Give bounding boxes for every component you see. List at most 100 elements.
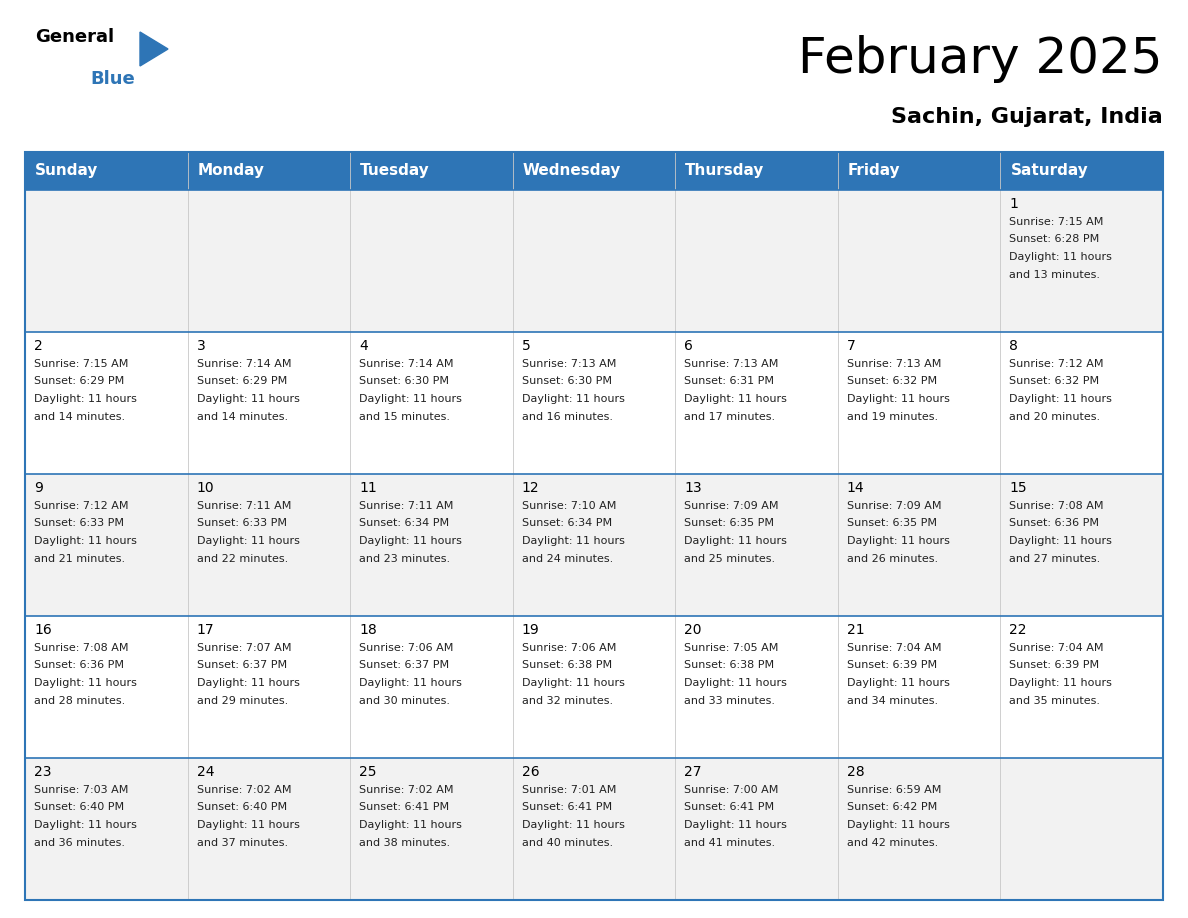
Bar <box>1000 332 1163 474</box>
Text: 10: 10 <box>196 481 214 495</box>
Text: Daylight: 11 hours: Daylight: 11 hours <box>847 536 949 546</box>
Text: and 26 minutes.: and 26 minutes. <box>847 554 939 564</box>
Bar <box>675 474 838 616</box>
Bar <box>513 616 675 758</box>
Text: Sunrise: 7:02 AM: Sunrise: 7:02 AM <box>196 785 291 795</box>
Bar <box>1000 190 1163 332</box>
Text: Tuesday: Tuesday <box>360 163 430 178</box>
Bar <box>188 616 350 758</box>
Text: and 38 minutes.: and 38 minutes. <box>359 837 450 847</box>
Text: and 33 minutes.: and 33 minutes. <box>684 696 776 706</box>
Text: and 17 minutes.: and 17 minutes. <box>684 411 776 421</box>
Text: and 29 minutes.: and 29 minutes. <box>196 696 287 706</box>
Text: 9: 9 <box>34 481 43 495</box>
Text: Sunrise: 7:07 AM: Sunrise: 7:07 AM <box>196 643 291 653</box>
Text: Sunrise: 7:13 AM: Sunrise: 7:13 AM <box>684 359 778 369</box>
Text: Monday: Monday <box>197 163 265 178</box>
Text: and 21 minutes.: and 21 minutes. <box>34 554 125 564</box>
Text: Saturday: Saturday <box>1011 163 1088 178</box>
Text: and 28 minutes.: and 28 minutes. <box>34 696 125 706</box>
Text: 2: 2 <box>34 339 43 353</box>
Text: Sunset: 6:33 PM: Sunset: 6:33 PM <box>34 519 124 529</box>
Text: 3: 3 <box>196 339 206 353</box>
Text: Sunset: 6:38 PM: Sunset: 6:38 PM <box>684 660 775 670</box>
Text: Sunrise: 7:08 AM: Sunrise: 7:08 AM <box>1010 501 1104 511</box>
Text: Daylight: 11 hours: Daylight: 11 hours <box>684 394 788 404</box>
Text: Sunrise: 7:14 AM: Sunrise: 7:14 AM <box>359 359 454 369</box>
Bar <box>25 474 188 616</box>
Text: Daylight: 11 hours: Daylight: 11 hours <box>359 536 462 546</box>
Bar <box>350 332 513 474</box>
Text: 23: 23 <box>34 765 51 779</box>
Text: 8: 8 <box>1010 339 1018 353</box>
Text: Daylight: 11 hours: Daylight: 11 hours <box>34 536 137 546</box>
Bar <box>350 190 513 332</box>
Text: Daylight: 11 hours: Daylight: 11 hours <box>1010 678 1112 688</box>
Text: and 37 minutes.: and 37 minutes. <box>196 837 287 847</box>
Bar <box>25 758 188 900</box>
Text: Daylight: 11 hours: Daylight: 11 hours <box>196 820 299 830</box>
Bar <box>25 152 1163 900</box>
Text: Daylight: 11 hours: Daylight: 11 hours <box>34 678 137 688</box>
Text: 7: 7 <box>847 339 855 353</box>
Text: 4: 4 <box>359 339 368 353</box>
Text: 24: 24 <box>196 765 214 779</box>
Text: Sunset: 6:30 PM: Sunset: 6:30 PM <box>522 376 612 386</box>
Text: Daylight: 11 hours: Daylight: 11 hours <box>847 394 949 404</box>
Text: and 24 minutes.: and 24 minutes. <box>522 554 613 564</box>
Bar <box>350 616 513 758</box>
Text: Daylight: 11 hours: Daylight: 11 hours <box>196 678 299 688</box>
Text: Sunrise: 7:15 AM: Sunrise: 7:15 AM <box>1010 217 1104 227</box>
Polygon shape <box>140 32 168 66</box>
Text: and 16 minutes.: and 16 minutes. <box>522 411 613 421</box>
Text: Sunset: 6:33 PM: Sunset: 6:33 PM <box>196 519 286 529</box>
Bar <box>25 190 188 332</box>
Text: Sunrise: 7:10 AM: Sunrise: 7:10 AM <box>522 501 617 511</box>
Text: Sunset: 6:41 PM: Sunset: 6:41 PM <box>684 802 775 812</box>
Text: February 2025: February 2025 <box>798 35 1163 83</box>
Text: Sunset: 6:37 PM: Sunset: 6:37 PM <box>196 660 286 670</box>
Text: Sunset: 6:41 PM: Sunset: 6:41 PM <box>522 802 612 812</box>
Text: Daylight: 11 hours: Daylight: 11 hours <box>34 394 137 404</box>
Text: Sunset: 6:32 PM: Sunset: 6:32 PM <box>847 376 937 386</box>
Text: and 36 minutes.: and 36 minutes. <box>34 837 125 847</box>
Bar <box>188 190 350 332</box>
Text: Sunrise: 7:12 AM: Sunrise: 7:12 AM <box>1010 359 1104 369</box>
Text: Daylight: 11 hours: Daylight: 11 hours <box>684 678 788 688</box>
Text: 19: 19 <box>522 623 539 637</box>
Text: Daylight: 11 hours: Daylight: 11 hours <box>684 820 788 830</box>
Text: and 41 minutes.: and 41 minutes. <box>684 837 776 847</box>
Bar <box>1000 152 1163 190</box>
Text: Sunset: 6:29 PM: Sunset: 6:29 PM <box>34 376 125 386</box>
Text: Sunset: 6:42 PM: Sunset: 6:42 PM <box>847 802 937 812</box>
Bar <box>25 152 188 190</box>
Bar <box>1000 474 1163 616</box>
Text: and 30 minutes.: and 30 minutes. <box>359 696 450 706</box>
Text: Sunrise: 7:06 AM: Sunrise: 7:06 AM <box>359 643 454 653</box>
Bar <box>513 474 675 616</box>
Text: Sunrise: 7:11 AM: Sunrise: 7:11 AM <box>196 501 291 511</box>
Bar <box>350 152 513 190</box>
Text: and 23 minutes.: and 23 minutes. <box>359 554 450 564</box>
Bar <box>838 152 1000 190</box>
Bar <box>838 474 1000 616</box>
Text: and 22 minutes.: and 22 minutes. <box>196 554 287 564</box>
Text: 26: 26 <box>522 765 539 779</box>
Text: and 32 minutes.: and 32 minutes. <box>522 696 613 706</box>
Text: Sunset: 6:41 PM: Sunset: 6:41 PM <box>359 802 449 812</box>
Text: Sunrise: 7:09 AM: Sunrise: 7:09 AM <box>847 501 941 511</box>
Bar <box>675 332 838 474</box>
Text: 16: 16 <box>34 623 52 637</box>
Text: Sunset: 6:39 PM: Sunset: 6:39 PM <box>1010 660 1100 670</box>
Text: Sunset: 6:39 PM: Sunset: 6:39 PM <box>847 660 937 670</box>
Text: Daylight: 11 hours: Daylight: 11 hours <box>522 678 625 688</box>
Text: Sunset: 6:36 PM: Sunset: 6:36 PM <box>1010 519 1099 529</box>
Text: 27: 27 <box>684 765 702 779</box>
Text: Sunrise: 7:14 AM: Sunrise: 7:14 AM <box>196 359 291 369</box>
Bar <box>513 758 675 900</box>
Bar <box>1000 758 1163 900</box>
Bar <box>838 616 1000 758</box>
Text: Daylight: 11 hours: Daylight: 11 hours <box>522 394 625 404</box>
Text: Sunrise: 7:08 AM: Sunrise: 7:08 AM <box>34 643 128 653</box>
Text: Sunset: 6:35 PM: Sunset: 6:35 PM <box>684 519 775 529</box>
